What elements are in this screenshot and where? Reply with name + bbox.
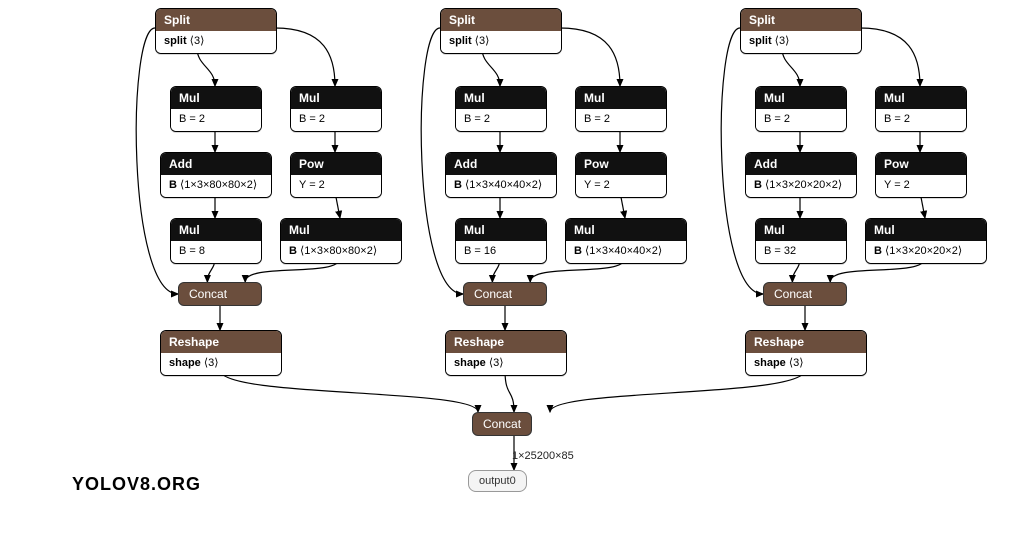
- b2-pow-body: Y = 2: [876, 175, 966, 197]
- b1-add-header: Add: [446, 153, 556, 175]
- b1-mulR: MulB = 2: [575, 86, 667, 132]
- b2-mulR: MulB = 2: [875, 86, 967, 132]
- b2-mulBL-body: B = 32: [756, 241, 846, 263]
- b1-split-body: split ⟨3⟩: [441, 31, 561, 53]
- b0-add: AddB ⟨1×3×80×80×2⟩: [160, 152, 272, 198]
- b2-mulL: MulB = 2: [755, 86, 847, 132]
- b1-reshape: Reshapeshape ⟨3⟩: [445, 330, 567, 376]
- b0-pow-header: Pow: [291, 153, 381, 175]
- b0-mulR-header: Mul: [291, 87, 381, 109]
- b0-add-body: B ⟨1×3×80×80×2⟩: [161, 175, 271, 197]
- b0-mulL-header: Mul: [171, 87, 261, 109]
- output-node: output0: [468, 470, 527, 492]
- b0-split-header: Split: [156, 9, 276, 31]
- b1-mulL-header: Mul: [456, 87, 546, 109]
- b0-reshape: Reshapeshape ⟨3⟩: [160, 330, 282, 376]
- b2-split-body: split ⟨3⟩: [741, 31, 861, 53]
- b2-reshape: Reshapeshape ⟨3⟩: [745, 330, 867, 376]
- b2-add: AddB ⟨1×3×20×20×2⟩: [745, 152, 857, 198]
- watermark-text: YOLOV8.ORG: [72, 474, 201, 495]
- b0-concat: Concat: [178, 282, 262, 306]
- b1-add: AddB ⟨1×3×40×40×2⟩: [445, 152, 557, 198]
- b1-mulBR-header: Mul: [566, 219, 686, 241]
- b2-mulL-header: Mul: [756, 87, 846, 109]
- b2-reshape-header: Reshape: [746, 331, 866, 353]
- b0-split: Splitsplit ⟨3⟩: [155, 8, 277, 54]
- b0-mulL-body: B = 2: [171, 109, 261, 131]
- b1-split-header: Split: [441, 9, 561, 31]
- b1-pow-body: Y = 2: [576, 175, 666, 197]
- b0-add-header: Add: [161, 153, 271, 175]
- b1-mulBR-body: B ⟨1×3×40×40×2⟩: [566, 241, 686, 263]
- b0-reshape-body: shape ⟨3⟩: [161, 353, 281, 375]
- b1-mulR-body: B = 2: [576, 109, 666, 131]
- final-concat-label: Concat: [483, 417, 521, 431]
- b0-pow: PowY = 2: [290, 152, 382, 198]
- b2-mulBR-header: Mul: [866, 219, 986, 241]
- b0-mulBR-body: B ⟨1×3×80×80×2⟩: [281, 241, 401, 263]
- b1-concat: Concat: [463, 282, 547, 306]
- b0-mulR: MulB = 2: [290, 86, 382, 132]
- b2-reshape-body: shape ⟨3⟩: [746, 353, 866, 375]
- b0-reshape-header: Reshape: [161, 331, 281, 353]
- b1-mulL: MulB = 2: [455, 86, 547, 132]
- b2-pow-header: Pow: [876, 153, 966, 175]
- b0-mulR-body: B = 2: [291, 109, 381, 131]
- b0-mulBR: MulB ⟨1×3×80×80×2⟩: [280, 218, 402, 264]
- b0-mulBL-body: B = 8: [171, 241, 261, 263]
- b1-mulBR: MulB ⟨1×3×40×40×2⟩: [565, 218, 687, 264]
- final-concat-node: Concat: [472, 412, 532, 436]
- b1-reshape-header: Reshape: [446, 331, 566, 353]
- b2-mulR-header: Mul: [876, 87, 966, 109]
- b2-add-header: Add: [746, 153, 856, 175]
- b2-mulBL-header: Mul: [756, 219, 846, 241]
- b0-mulBR-header: Mul: [281, 219, 401, 241]
- b1-split: Splitsplit ⟨3⟩: [440, 8, 562, 54]
- b1-mulL-body: B = 2: [456, 109, 546, 131]
- b1-reshape-body: shape ⟨3⟩: [446, 353, 566, 375]
- b2-split: Splitsplit ⟨3⟩: [740, 8, 862, 54]
- b2-mulL-body: B = 2: [756, 109, 846, 131]
- b2-mulR-body: B = 2: [876, 109, 966, 131]
- b1-add-body: B ⟨1×3×40×40×2⟩: [446, 175, 556, 197]
- b0-mulBL-header: Mul: [171, 219, 261, 241]
- b1-mulBL-header: Mul: [456, 219, 546, 241]
- b1-mulBL: MulB = 16: [455, 218, 547, 264]
- b1-pow-header: Pow: [576, 153, 666, 175]
- b0-pow-body: Y = 2: [291, 175, 381, 197]
- b2-mulBR: MulB ⟨1×3×20×20×2⟩: [865, 218, 987, 264]
- b0-split-body: split ⟨3⟩: [156, 31, 276, 53]
- output-dim-text: 1×25200×85: [512, 450, 574, 462]
- b2-split-header: Split: [741, 9, 861, 31]
- b2-add-body: B ⟨1×3×20×20×2⟩: [746, 175, 856, 197]
- b1-pow: PowY = 2: [575, 152, 667, 198]
- b0-mulBL: MulB = 8: [170, 218, 262, 264]
- b1-mulR-header: Mul: [576, 87, 666, 109]
- b2-concat: Concat: [763, 282, 847, 306]
- b0-mulL: MulB = 2: [170, 86, 262, 132]
- b2-mulBL: MulB = 32: [755, 218, 847, 264]
- b2-mulBR-body: B ⟨1×3×20×20×2⟩: [866, 241, 986, 263]
- b1-mulBL-body: B = 16: [456, 241, 546, 263]
- b2-pow: PowY = 2: [875, 152, 967, 198]
